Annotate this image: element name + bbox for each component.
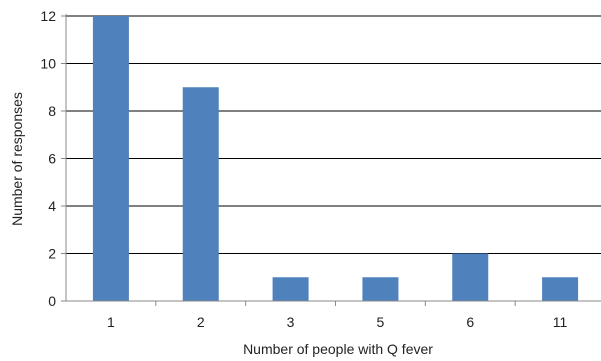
bar-6 <box>452 253 489 301</box>
x-tick-labels: 1 2 3 5 6 11 <box>107 301 568 330</box>
x-tick-label-2: 2 <box>197 314 205 330</box>
y-tick-labels: 0 2 4 6 8 10 12 <box>40 8 66 309</box>
y-tick-label: 0 <box>48 293 56 309</box>
bar-11 <box>542 277 579 301</box>
y-tick-label: 12 <box>40 8 56 24</box>
y-tick-label: 6 <box>48 151 56 167</box>
x-tick-label-3: 3 <box>287 314 295 330</box>
y-tick-label: 10 <box>40 56 56 72</box>
bars <box>92 16 579 301</box>
bar-1 <box>92 16 129 301</box>
x-tick-label-6: 6 <box>466 314 474 330</box>
bar-5 <box>362 277 399 301</box>
y-axis-title: Number of responses <box>9 92 25 226</box>
y-tick-label: 2 <box>48 246 56 262</box>
y-tick-label: 4 <box>48 198 56 214</box>
grid-lines <box>66 15 601 254</box>
bar-2 <box>182 87 219 301</box>
y-tick-label: 8 <box>48 103 56 119</box>
bar-3 <box>272 277 309 301</box>
x-tick-label-5: 5 <box>377 314 385 330</box>
x-tick-label-1: 1 <box>107 314 115 330</box>
x-axis-title: Number of people with Q fever <box>243 341 433 357</box>
x-tick-label-11: 11 <box>553 314 568 330</box>
